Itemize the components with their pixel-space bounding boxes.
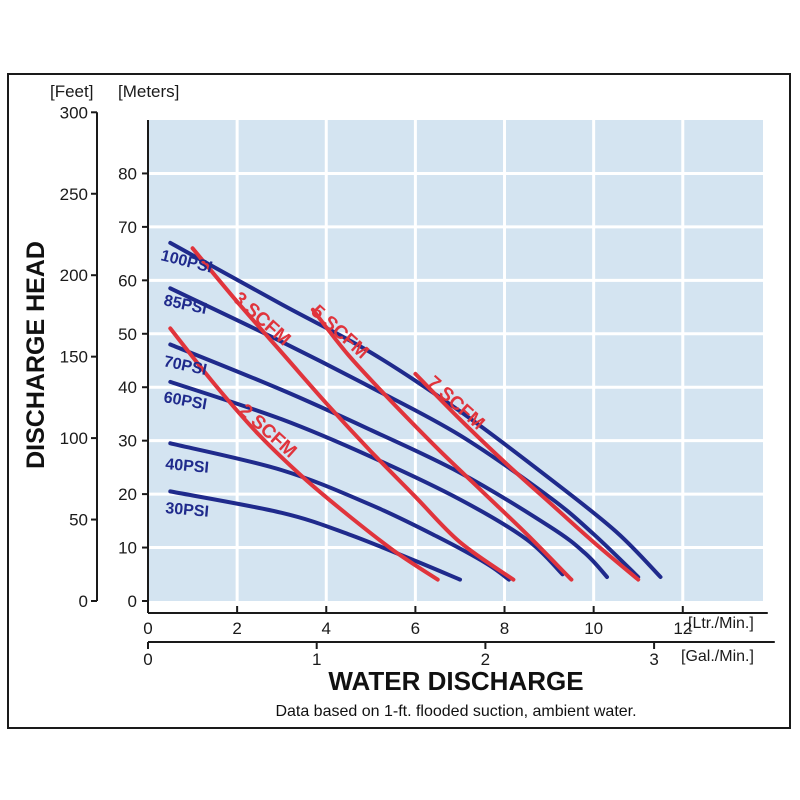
- x-tick-label-liters: 10: [584, 619, 603, 638]
- y-unit-meters: [Meters]: [118, 82, 179, 101]
- chart-frame: [7, 73, 791, 729]
- y-tick-label-meters: 0: [128, 592, 137, 611]
- y-tick-label-feet: 100: [60, 429, 88, 448]
- x-tick-label-liters: 2: [232, 619, 241, 638]
- series-line-85psi: [168, 286, 641, 579]
- x-unit-gallons: [Gal./Min.]: [681, 648, 754, 665]
- y-tick-label-meters: 50: [118, 325, 137, 344]
- x-tick-label-gallons: 3: [649, 650, 658, 669]
- y-tick-label-meters: 60: [118, 271, 137, 290]
- y-tick-label-feet: 150: [60, 348, 88, 367]
- y-tick-label-feet: 50: [69, 511, 88, 530]
- x-tick-label-liters: 6: [411, 619, 420, 638]
- series-line-70psi: [168, 342, 609, 579]
- x-unit-liters: [Ltr./Min.]: [688, 615, 754, 632]
- y-tick-label-feet: 0: [79, 592, 88, 611]
- plot-area: [148, 120, 763, 601]
- series-line-5-scfm: [310, 307, 574, 582]
- x-tick-label-gallons: 0: [143, 650, 152, 669]
- footnote: Data based on 1-ft. flooded suction, amb…: [275, 703, 636, 720]
- y-tick-label-meters: 20: [118, 485, 137, 504]
- series-line-3-scfm: [190, 246, 516, 582]
- series-line-60psi: [168, 379, 565, 577]
- y-tick-label-meters: 10: [118, 539, 137, 558]
- x-tick-label-liters: 0: [143, 619, 152, 638]
- x-tick-label-gallons: 2: [481, 650, 490, 669]
- x-tick-label-liters: 12: [673, 619, 692, 638]
- series-label-30psi: 30PSI: [165, 500, 210, 521]
- y-axis-title: DISCHARGE HEAD: [22, 241, 50, 469]
- series-line-30psi: [168, 489, 462, 582]
- grid-lines: [148, 120, 763, 601]
- series-line-2-scfm: [168, 326, 440, 582]
- y-tick-label-meters: 40: [118, 378, 137, 397]
- y-tick-label-feet: 250: [60, 185, 88, 204]
- y-tick-label-feet: 200: [60, 266, 88, 285]
- x-axis-title: WATER DISCHARGE: [328, 666, 583, 696]
- series-line-7-scfm: [413, 371, 641, 582]
- y-tick-label-meters: 30: [118, 432, 137, 451]
- axes: [91, 111, 775, 649]
- y-unit-feet: [Feet]: [50, 82, 93, 101]
- x-tick-label-liters: 4: [322, 619, 331, 638]
- series-lines: [168, 240, 663, 582]
- y-tick-label-feet: 300: [60, 103, 88, 122]
- x-tick-label-gallons: 1: [312, 650, 321, 669]
- y-tick-label-meters: 70: [118, 218, 137, 237]
- series-label-40psi: 40PSI: [165, 456, 210, 477]
- y-tick-label-meters: 80: [118, 164, 137, 183]
- x-tick-label-liters: 8: [500, 619, 509, 638]
- series-line-100psi: [168, 240, 663, 579]
